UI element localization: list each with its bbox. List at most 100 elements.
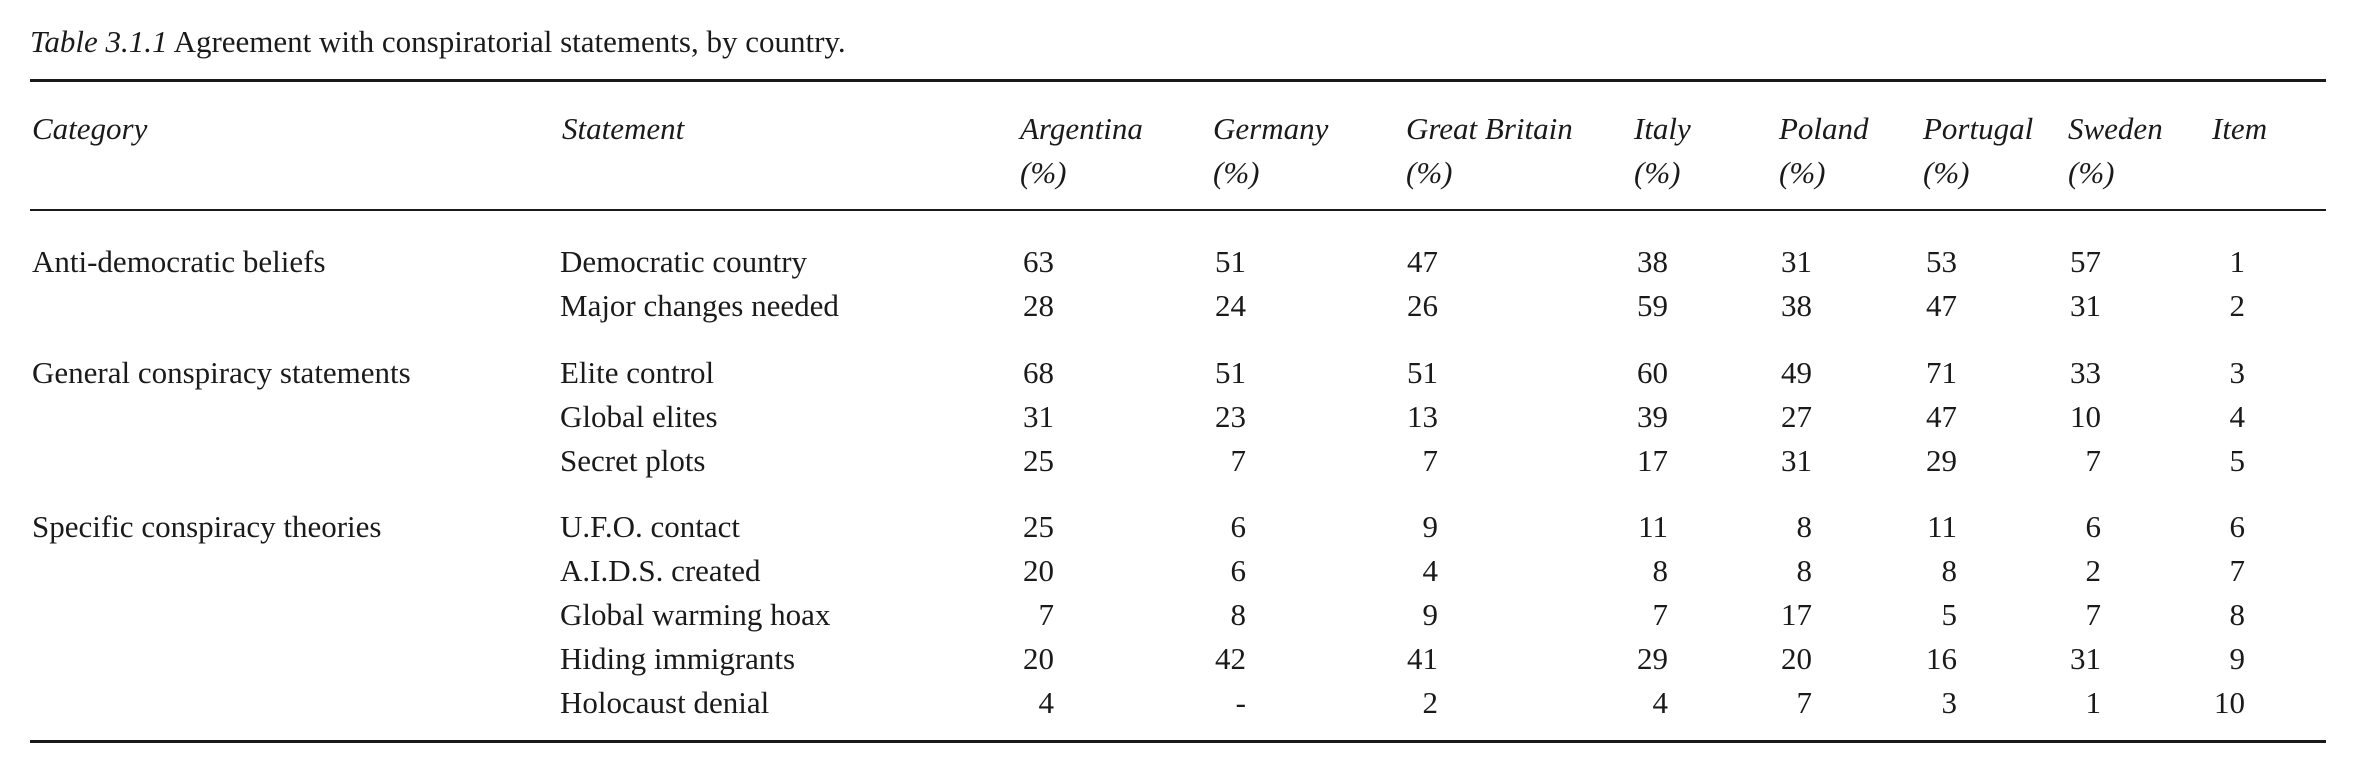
value-cell: 4 [1318, 549, 1438, 593]
value-cell: - [1126, 681, 1246, 725]
value-cell: 7 [1318, 439, 1438, 483]
value-cell: 9 [1318, 505, 1438, 549]
value-cell: 8 [1837, 549, 1957, 593]
statement-cell: U.F.O. contact [560, 505, 740, 549]
value-cell: 47 [1318, 240, 1438, 284]
value-cell: 13 [1318, 395, 1438, 439]
value-cell: 7 [1692, 681, 1812, 725]
value-cell: 7 [1548, 593, 1668, 637]
value-cell: 24 [1126, 284, 1246, 328]
value-cell: 11 [1837, 505, 1957, 549]
value-cell: 53 [1837, 240, 1957, 284]
category-label: General conspiracy statements [32, 351, 411, 395]
value-cell: 2 [1981, 549, 2101, 593]
value-cell: 8 [1692, 549, 1812, 593]
value-cell: 71 [1837, 351, 1957, 395]
header-country-germany: Germany (%) [1213, 107, 1328, 195]
statement-cell: Holocaust denial [560, 681, 769, 725]
value-cell: 25 [934, 505, 1054, 549]
value-cell: 38 [1692, 284, 1812, 328]
statement-cell: Global elites [560, 395, 718, 439]
value-cell: 20 [934, 549, 1054, 593]
value-cell: 2 [1318, 681, 1438, 725]
value-cell: 8 [1692, 505, 1812, 549]
value-cell: 7 [1981, 439, 2101, 483]
table-title: Agreement with conspiratorial statements… [174, 24, 846, 59]
value-cell: 47 [1837, 284, 1957, 328]
value-cell: 23 [1126, 395, 1246, 439]
value-cell: 16 [1837, 637, 1957, 681]
value-cell: 39 [1548, 395, 1668, 439]
value-cell: 31 [1692, 439, 1812, 483]
value-cell: 6 [1126, 505, 1246, 549]
header-country-great-britain: Great Britain (%) [1406, 107, 1573, 195]
value-cell: 20 [934, 637, 1054, 681]
item-cell: 2 [2125, 284, 2245, 328]
value-cell: 7 [1981, 593, 2101, 637]
item-cell: 7 [2125, 549, 2245, 593]
value-cell: 4 [1548, 681, 1668, 725]
item-cell: 3 [2125, 351, 2245, 395]
header-rule [30, 209, 2326, 211]
top-rule [30, 79, 2326, 82]
header-country-poland: Poland (%) [1779, 107, 1869, 195]
bottom-rule [30, 740, 2326, 743]
value-cell: 31 [1692, 240, 1812, 284]
table-caption: Table 3.1.1 Agreement with conspiratoria… [30, 24, 846, 60]
value-cell: 51 [1126, 351, 1246, 395]
item-cell: 9 [2125, 637, 2245, 681]
category-label: Specific conspiracy theories [32, 505, 381, 549]
value-cell: 8 [1126, 593, 1246, 637]
item-cell: 1 [2125, 240, 2245, 284]
item-cell: 10 [2125, 681, 2245, 725]
table-number: Table 3.1.1 [30, 24, 168, 59]
value-cell: 29 [1837, 439, 1957, 483]
value-cell: 9 [1318, 593, 1438, 637]
statement-cell: Democratic country [560, 240, 807, 284]
value-cell: 17 [1548, 439, 1668, 483]
item-cell: 4 [2125, 395, 2245, 439]
value-cell: 5 [1837, 593, 1957, 637]
value-cell: 68 [934, 351, 1054, 395]
value-cell: 6 [1126, 549, 1246, 593]
value-cell: 25 [934, 439, 1054, 483]
value-cell: 63 [934, 240, 1054, 284]
value-cell: 1 [1981, 681, 2101, 725]
value-cell: 11 [1548, 505, 1668, 549]
header-item: Item [2212, 107, 2267, 151]
value-cell: 31 [1981, 284, 2101, 328]
header-category: Category [32, 107, 147, 151]
value-cell: 31 [934, 395, 1054, 439]
value-cell: 4 [934, 681, 1054, 725]
value-cell: 41 [1318, 637, 1438, 681]
item-cell: 5 [2125, 439, 2245, 483]
value-cell: 60 [1548, 351, 1668, 395]
header-country-sweden: Sweden (%) [2068, 107, 2163, 195]
value-cell: 59 [1548, 284, 1668, 328]
header-country-argentina: Argentina (%) [1020, 107, 1143, 195]
statement-cell: A.I.D.S. created [560, 549, 761, 593]
statement-cell: Major changes needed [560, 284, 839, 328]
header-country-portugal: Portugal (%) [1923, 107, 2033, 195]
value-cell: 3 [1837, 681, 1957, 725]
header-statement: Statement [562, 107, 684, 151]
item-cell: 8 [2125, 593, 2245, 637]
value-cell: 31 [1981, 637, 2101, 681]
value-cell: 51 [1126, 240, 1246, 284]
value-cell: 38 [1548, 240, 1668, 284]
statement-cell: Hiding immigrants [560, 637, 795, 681]
value-cell: 17 [1692, 593, 1812, 637]
value-cell: 49 [1692, 351, 1812, 395]
statement-cell: Global warming hoax [560, 593, 830, 637]
value-cell: 29 [1548, 637, 1668, 681]
value-cell: 47 [1837, 395, 1957, 439]
value-cell: 28 [934, 284, 1054, 328]
value-cell: 51 [1318, 351, 1438, 395]
value-cell: 7 [934, 593, 1054, 637]
value-cell: 6 [1981, 505, 2101, 549]
value-cell: 26 [1318, 284, 1438, 328]
value-cell: 42 [1126, 637, 1246, 681]
statement-cell: Secret plots [560, 439, 706, 483]
statement-cell: Elite control [560, 351, 714, 395]
value-cell: 33 [1981, 351, 2101, 395]
